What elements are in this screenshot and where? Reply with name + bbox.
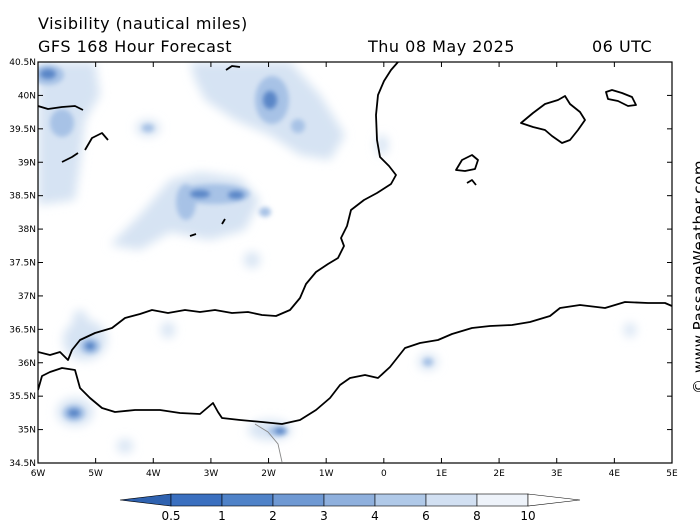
latitude-tick-label: 38N <box>18 225 36 235</box>
latitude-tick-label: 35N <box>18 426 36 436</box>
border-line <box>254 423 283 463</box>
credit-watermark: © www.PassageWeather.com <box>690 159 700 394</box>
axis-ticks <box>37 61 673 464</box>
legend-swatch <box>374 493 427 507</box>
latitude-tick-label: 37.5N <box>9 259 36 269</box>
latitude-tick-label: 40N <box>18 91 36 101</box>
mallorca-island <box>520 95 586 144</box>
latitude-tick-label: 40.5N <box>9 58 36 68</box>
latitude-tick-label: 35.5N <box>9 392 36 402</box>
legend-swatch <box>323 493 376 507</box>
latitude-tick-label: 36.5N <box>9 325 36 335</box>
longitude-tick-label: 1W <box>319 469 334 479</box>
latitude-tick-label: 37N <box>18 292 36 302</box>
longitude-tick-label: 3W <box>204 469 219 479</box>
legend-swatch <box>527 493 581 507</box>
longitude-tick-label: 1E <box>436 469 448 479</box>
legend-label: 10 <box>520 509 536 523</box>
longitude-labels: 6W 5W 4W 3W 2W 1W 0 1E 2E 3E 4E 5E <box>31 469 678 479</box>
legend-label: 2 <box>269 509 277 523</box>
map-frame <box>37 61 673 464</box>
menorca-island <box>605 89 637 107</box>
latitude-tick-label: 39N <box>18 158 36 168</box>
visibility-shading <box>38 62 636 453</box>
forecast-date: Thu 08 May 2025 <box>368 37 515 56</box>
map-title: Visibility (nautical miles) <box>38 14 248 33</box>
longitude-tick-label: 4E <box>609 469 621 479</box>
latitude-tick-label: 34.5N <box>9 459 36 469</box>
legend-swatch <box>119 493 172 507</box>
coastline <box>38 62 672 425</box>
legend-swatch <box>170 493 223 507</box>
longitude-tick-label: 2W <box>261 469 276 479</box>
latitude-tick-label: 39.5N <box>9 125 36 135</box>
longitude-tick-label: 3E <box>551 469 563 479</box>
latitude-tick-label: 36N <box>18 359 36 369</box>
legend-label: 1 <box>218 509 226 523</box>
spain-coastline <box>38 62 399 361</box>
longitude-tick-label: 4W <box>146 469 161 479</box>
legend-label: 0.5 <box>161 509 181 523</box>
latitude-labels: 40.5N 40N 39.5N 39N 38.5N 38N 37.5N 37N 36.5N 36N… <box>9 58 36 469</box>
visibility-legend <box>119 493 581 507</box>
legend-swatch <box>221 493 274 507</box>
longitude-tick-label: 0 <box>381 469 387 479</box>
legend-swatch <box>476 493 529 507</box>
legend-swatch <box>425 493 478 507</box>
latitude-tick-label: 38.5N <box>9 192 36 202</box>
forecast-time: 06 UTC <box>592 37 653 56</box>
north-africa-coastline <box>38 301 672 425</box>
legend-swatch <box>272 493 325 507</box>
ibiza-island <box>455 154 479 172</box>
longitude-tick-label: 2E <box>493 469 505 479</box>
legend-label: 8 <box>473 509 481 523</box>
longitude-tick-label: 5E <box>666 469 678 479</box>
longitude-tick-label: 6W <box>31 469 46 479</box>
forecast-subtitle: GFS 168 Hour Forecast <box>38 37 233 56</box>
legend-label: 6 <box>422 509 430 523</box>
legend-label: 4 <box>371 509 379 523</box>
longitude-tick-label: 5W <box>88 469 103 479</box>
legend-label: 3 <box>320 509 328 523</box>
